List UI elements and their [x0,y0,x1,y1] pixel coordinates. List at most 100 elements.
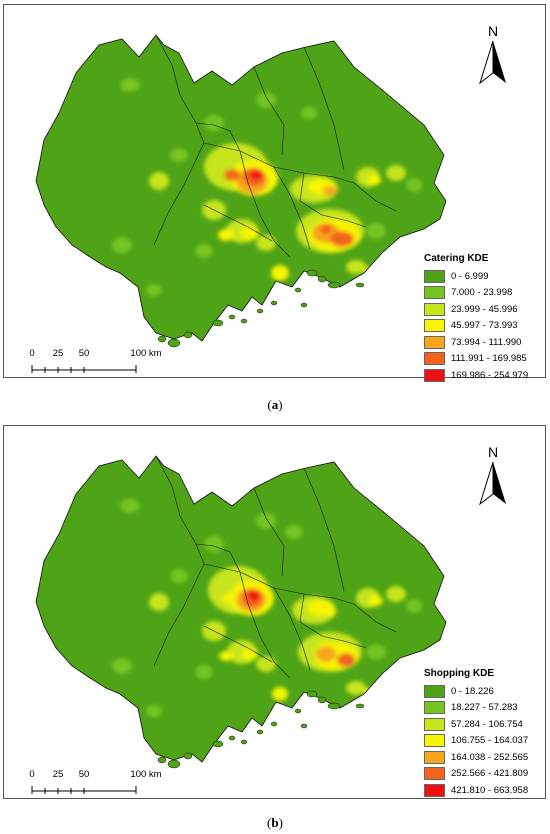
island [294,287,302,293]
caption-a: (a) [267,397,283,412]
region-boundary [35,34,447,342]
kde-hotspot [406,599,422,613]
north-arrow-icon [479,461,506,506]
legend-rows: 0 - 18.226 18.227 - 57.283 57.284 - 106.75… [424,683,534,799]
map-panel-shopping: N 0 25 50 100 km Shopping KDE 0 - 18.226… [3,425,546,799]
island [212,740,224,748]
island [240,739,248,745]
legend-item: 0 - 18.226 [424,683,534,700]
legend-item: 73.994 - 111.990 [424,334,534,351]
kde-hotspot [369,596,383,606]
city-boundary [155,455,205,565]
island [240,318,248,324]
legend-label: 73.994 - 111.990 [451,336,522,348]
island [157,756,167,764]
legend-swatch [424,684,445,698]
legend-swatch [424,319,445,333]
legend-label: 421.810 - 663.958 [451,784,529,796]
legend-swatch [424,767,445,781]
kde-hotspots [112,499,422,717]
legend-swatch [424,352,445,366]
legend-swatch [424,286,445,300]
kde-hotspot [250,170,262,180]
legend-label: 45.997 - 73.993 [451,320,518,332]
island [306,690,318,698]
kde-hotspot [120,499,140,513]
kde-hotspot [337,653,355,667]
legend-item: 23.999 - 45.996 [424,301,534,318]
kde-hotspot [271,265,289,281]
kde-hotspot [346,260,366,274]
city-boundary [303,46,345,171]
legend-swatch [424,701,445,715]
scale-bar: 0 25 50 100 km [22,769,162,800]
legend-label: 0 - 18.226 [451,685,494,697]
caption-letter: a [271,397,279,412]
island [167,759,181,769]
kde-hotspot [120,78,140,92]
kde-hotspot [218,229,234,241]
island [355,282,365,288]
scale-bar-ruler [31,365,137,373]
legend-item: 164.038 - 252.565 [424,749,534,766]
kde-hotspot [204,115,224,131]
city-boundary [253,487,285,577]
city-boundary [273,587,311,671]
kde-hotspot [366,223,386,239]
kde-hotspot [170,569,188,583]
legend-item: 0 - 6.999 [424,268,534,285]
legend-title: Catering KDE [424,253,489,264]
kde-hotspot [346,681,366,695]
island [327,281,341,289]
legend-swatch [424,335,445,349]
kde-hotspot [256,513,276,529]
kde-hotspot [330,231,354,247]
kde-hotspot [367,175,381,185]
scale-tick-50: 50 [78,769,90,780]
city-boundary [299,593,367,649]
city-boundary [299,172,367,228]
kde-hotspot [256,656,276,672]
legend-label: 0 - 6.999 [451,270,489,282]
scale-labels: 0 25 50 100 km [22,769,161,782]
kde-hotspot [195,244,213,258]
kde-hotspots [112,78,422,296]
north-arrow-icon [479,40,506,85]
legend-label: 106.755 - 164.037 [451,735,529,747]
kde-hotspot [146,705,162,717]
kde-hotspot [224,169,240,181]
kde-hotspot [324,607,336,617]
city-boundary [155,34,205,144]
kde-hotspot [386,165,406,181]
north-arrow: N [476,444,510,511]
kde-hotspot [386,586,406,602]
island [270,721,278,727]
island [317,696,327,704]
kde-hotspot [272,687,288,701]
island [256,729,264,735]
legend-label: 111.991 - 169.985 [451,353,527,365]
city-boundary [203,563,397,633]
kde-hotspot [301,107,317,119]
legend-swatch [424,269,445,283]
legend-swatch [424,734,445,748]
legend-swatch [424,750,445,764]
scale-bar: 0 25 50 100 km [22,348,162,379]
legend-swatch [424,368,445,382]
city-boundary [253,66,285,156]
legend-shopping: Shopping KDE 0 - 18.226 18.227 - 57.283 57… [424,668,534,799]
north-arrow: N [476,23,510,90]
legend-item: 106.755 - 164.037 [424,733,534,750]
legend-swatch [424,302,445,316]
legend-label: 164.038 - 252.565 [451,751,529,763]
kde-hotspot [204,536,224,552]
scale-tick-100: 100 km [130,348,162,359]
scale-labels: 0 25 50 100 km [22,348,161,361]
caption-letter: b [271,815,279,830]
region-boundary [35,455,447,763]
island [167,338,181,348]
legend-item: 421.810 - 663.958 [424,782,534,799]
kde-hotspot [112,237,132,253]
map-panel-catering: N 0 25 50 100 km Catering KDE 0 - 6.999 7… [3,4,546,382]
city-boundary [195,543,241,573]
